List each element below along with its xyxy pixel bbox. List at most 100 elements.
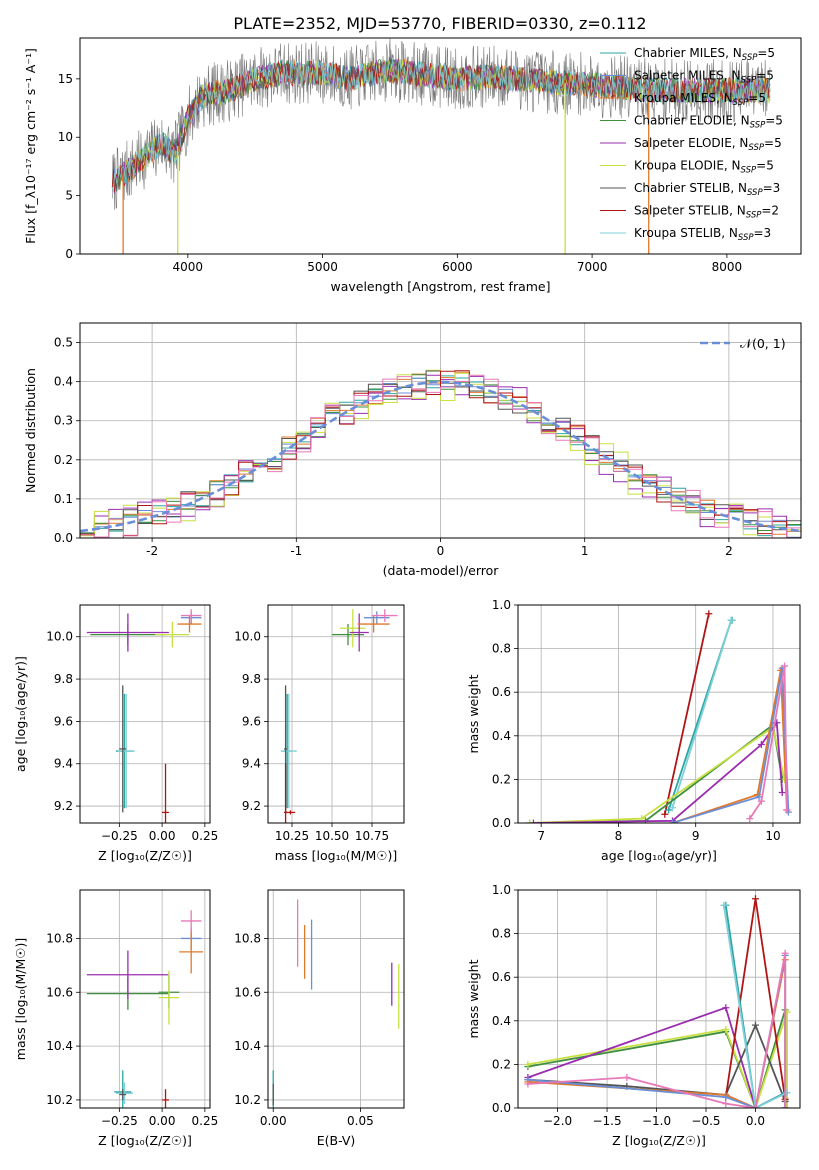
x-tick-label: 0.0 [746,1114,765,1128]
legend-tail: =5 [764,136,782,150]
y-tick-label: 10 [58,130,73,144]
weight_vs_Z-frame [517,889,801,1109]
legend-label: Salpeter MILES, NSSP=5 [634,69,774,86]
legend-label: Chabrier MILES, NSSP=5 [634,46,775,63]
mass_vs_Z-plot-area [86,910,204,1108]
y-axis-label: mass [log₁₀(M/M☉)] [13,938,28,1060]
legend-tail: =5 [765,114,783,128]
y-tick-label: 5 [65,189,73,203]
x-tick-label: 1 [581,544,589,558]
x-tick-label: 10.75 [355,829,389,843]
x-axis-label: (data-model)/error [383,563,500,578]
weight-line [671,620,733,808]
weight-marker [778,788,786,796]
x-tick-label: 7000 [577,260,608,274]
spectrum-axes: 4000 5000 6000 7000 8000 0 5 10 15 wavelength [An… [23,48,742,294]
legend-label: Salpeter ELODIE, NSSP=5 [634,136,782,153]
y-tick-label: 0.2 [54,453,73,467]
x-tick-label: −1.5 [592,1114,621,1128]
y-axis-label: mass weight [466,674,481,753]
y-tick-label: 10.8 [46,931,73,945]
y-tick-label: 10.2 [46,1093,73,1107]
y-tick-label: 9.2 [54,799,73,813]
legend-subscript: SSP [748,143,764,153]
age_vs_Z-frame [79,604,211,824]
weight_vs_age-axes: 7 8 9 10 0.0 0.2 0.4 0.6 0.8 1.0 age [log₁₀(age/yr… [466,598,800,863]
y-tick-label: 0.6 [492,970,511,984]
weight-marker [783,1104,791,1108]
x-tick-label: 4000 [173,260,204,274]
legend-tail: =2 [761,204,779,218]
x-axis-label: E(B-V) [317,1133,356,1148]
weight-marker [722,1093,730,1101]
y-tick-label: 0 [65,247,73,261]
weight-line [722,905,788,1108]
legend-subscript: SSP [742,53,758,63]
legend-tail: =5 [757,46,775,60]
weight-marker [781,662,789,670]
y-tick-label: 9.4 [54,757,73,771]
weight-marker [751,895,759,903]
weight-marker [751,1021,759,1029]
histogram-step [80,374,801,538]
y-tick-label: 1.0 [492,598,511,612]
weight-marker [722,1004,730,1012]
y-tick-label: 0.4 [492,1014,511,1028]
weight-marker [524,1080,532,1088]
y-tick-label: 0.3 [54,414,73,428]
y-tick-label: 10.6 [234,985,261,999]
residuals-axes: -2 -1 0 1 2 0.0 0.1 0.2 0.3 0.4 0.5 (data-model)/er… [23,323,801,578]
y-tick-label: 0.0 [492,1101,511,1115]
y-tick-label: 0.2 [492,1057,511,1071]
legend-tail: =3 [754,226,772,240]
weight-marker [783,806,791,814]
age_vs_Z-plot-area [86,609,202,823]
mass_vs_Z-frame [79,889,211,1109]
legend-subscript: SSP [738,233,754,243]
legend-label: Kroupa STELIB, NSSP=3 [634,226,771,243]
mass_vs_ebv-frame [267,889,405,1109]
legend-label: Chabrier ELODIE, NSSP=5 [634,114,783,131]
x-tick-label: -1 [290,544,302,558]
y-tick-label: 10.0 [234,630,261,644]
weight-marker [705,610,713,618]
legend-subscript: SSP [747,188,763,198]
weight-line [527,953,787,1108]
weight-marker [526,819,534,823]
weight-marker [722,1026,730,1034]
x-axis-label: Z [log₁₀(Z/Z☉)] [612,1133,706,1148]
weight_vs_age-plot-area [526,610,792,823]
x-tick-label: −0.25 [101,1114,138,1128]
y-axis-label: Normed distribution [23,368,38,493]
legend-label: 𝒩(0, 1) [740,336,786,351]
age_vs_Z-axes: −0.25 0.00 0.25 9.2 9.4 9.6 9.8 10.0 Z [log₁₀(Z/… [13,605,218,863]
y-tick-label: 0.1 [54,492,73,506]
spectrum-legend: Chabrier MILES, NSSP=5 Salpeter MILES, NS… [600,46,783,243]
weight-marker [751,1104,759,1108]
weight-marker [524,1060,532,1068]
y-axis-label: Flux [f_λ10⁻¹⁷ erg cm⁻² s⁻¹ A⁻¹] [23,48,38,244]
weight_vs_Z-plot-area [524,895,791,1108]
legend-subscript: SSP [741,166,757,176]
y-tick-label: 1.0 [492,883,511,897]
y-tick-label: 9.6 [242,714,261,728]
x-tick-label: 8000 [712,260,743,274]
legend-subscript: SSP [746,211,762,221]
x-axis-label: mass [log₁₀(M/M☉)] [275,848,397,863]
x-axis-label: Z [log₁₀(Z/Z☉)] [98,1133,192,1148]
legend-subscript: SSP [733,98,749,108]
legend-tail: =5 [756,69,774,83]
mass_vs_ebv-plot-area [272,899,400,1108]
normal-curve [80,380,801,533]
age_vs_mass-frame [267,604,405,824]
y-tick-label: 0.6 [492,685,511,699]
x-tick-label: 7 [537,829,545,843]
y-tick-label: 0.2 [492,772,511,786]
x-tick-label: 10 [765,829,780,843]
y-axis-label: age [log₁₀(age/yr)] [13,656,28,772]
residuals-frame [79,322,802,539]
y-tick-label: 10.6 [46,985,73,999]
residuals-plot-area [80,369,801,538]
figure-title: PLATE=2352, MJD=53770, FIBERID=0330, z=0… [233,14,646,33]
